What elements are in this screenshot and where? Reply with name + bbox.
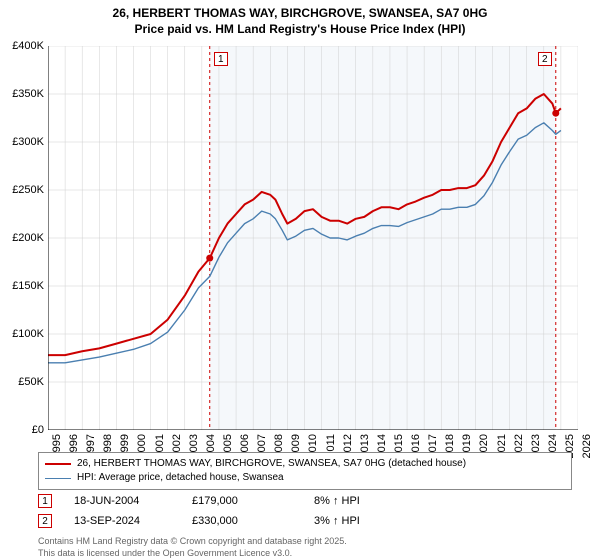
sale-row-1: 1 18-JUN-2004 £179,000 8% ↑ HPI [38,494,360,508]
chart-plot-area: 12 [48,46,578,430]
legend-swatch-2 [45,478,71,479]
y-tick-label: £400K [0,40,44,52]
y-tick-label: £100K [0,328,44,340]
sale-delta-1: 8% ↑ HPI [314,495,360,507]
y-tick-label: £150K [0,280,44,292]
x-tick-label: 2026 [581,434,593,474]
chart-sale-marker: 2 [538,52,552,66]
sale-row-2: 2 13-SEP-2024 £330,000 3% ↑ HPI [38,514,360,528]
legend: 26, HERBERT THOMAS WAY, BIRCHGROVE, SWAN… [38,452,572,490]
y-tick-label: £300K [0,136,44,148]
sale-date-1: 18-JUN-2004 [74,495,170,507]
legend-row-2: HPI: Average price, detached house, Swan… [45,471,565,485]
sale-marker-1: 1 [38,494,52,508]
chart-title: 26, HERBERT THOMAS WAY, BIRCHGROVE, SWAN… [0,0,600,37]
sale-marker-2: 2 [38,514,52,528]
attribution-line1: Contains HM Land Registry data © Crown c… [38,536,347,548]
sale-price-2: £330,000 [192,515,292,527]
sale-date-2: 13-SEP-2024 [74,515,170,527]
y-tick-label: £50K [0,376,44,388]
title-line2: Price paid vs. HM Land Registry's House … [0,22,600,38]
legend-swatch-1 [45,463,71,465]
attribution-line2: This data is licensed under the Open Gov… [38,548,347,560]
attribution: Contains HM Land Registry data © Crown c… [38,536,347,559]
y-tick-label: £350K [0,88,44,100]
title-line1: 26, HERBERT THOMAS WAY, BIRCHGROVE, SWAN… [0,6,600,22]
sale-price-1: £179,000 [192,495,292,507]
legend-label-1: 26, HERBERT THOMAS WAY, BIRCHGROVE, SWAN… [77,457,466,471]
legend-label-2: HPI: Average price, detached house, Swan… [77,471,284,485]
legend-row-1: 26, HERBERT THOMAS WAY, BIRCHGROVE, SWAN… [45,457,565,471]
sale-delta-2: 3% ↑ HPI [314,515,360,527]
y-tick-label: £250K [0,184,44,196]
chart-sale-marker: 1 [214,52,228,66]
y-tick-label: £200K [0,232,44,244]
y-tick-label: £0 [0,424,44,436]
